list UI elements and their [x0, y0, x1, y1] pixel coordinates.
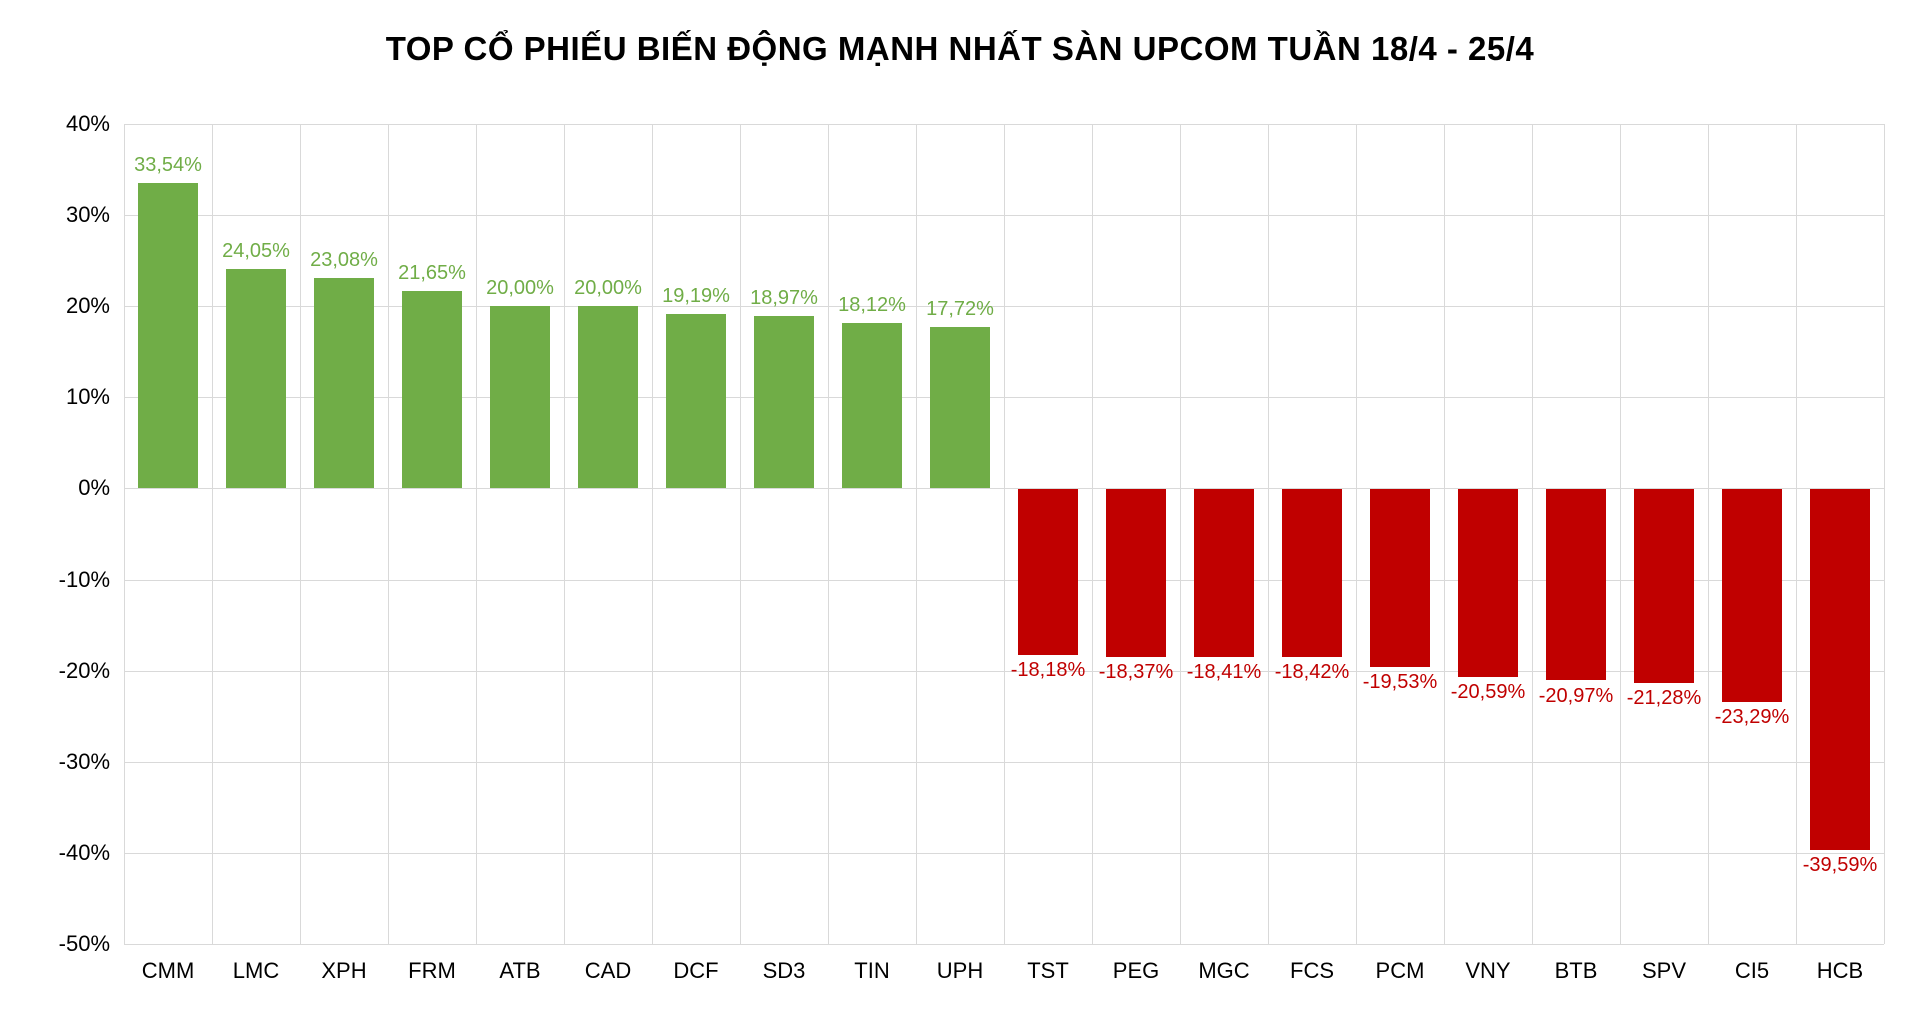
x-axis-category-label: SPV	[1641, 958, 1687, 983]
gridline-horizontal	[124, 944, 1884, 945]
gridline-vertical	[1884, 124, 1885, 944]
y-axis-tick-label: 20%	[65, 293, 110, 319]
bar-PEG	[1106, 489, 1166, 657]
x-axis-category-label: SD3	[762, 958, 806, 983]
y-axis-tick-label: -30%	[58, 748, 110, 774]
gridline-vertical	[1180, 124, 1181, 944]
gridline-vertical	[740, 124, 741, 944]
bar-value-label: -21,28%	[1626, 687, 1702, 710]
gridline-vertical	[1708, 124, 1709, 944]
bar-ATB	[490, 306, 550, 489]
x-axis-category-label: MGC	[1198, 958, 1250, 983]
bar-value-label: -20,59%	[1450, 681, 1526, 704]
y-axis-tick-label: 10%	[65, 384, 110, 410]
y-axis-tick-label: 0%	[78, 475, 110, 501]
gridline-vertical	[1796, 124, 1797, 944]
gridline-vertical	[124, 124, 125, 944]
gridline-vertical	[1004, 124, 1005, 944]
bar-FCS	[1282, 489, 1342, 658]
x-axis-category-label: XPH	[321, 958, 367, 983]
x-axis-category-label: PEG	[1112, 958, 1160, 983]
bar-value-label: -20,97%	[1538, 684, 1614, 707]
bar-FRM	[402, 291, 462, 489]
gridline-vertical	[828, 124, 829, 944]
bar-value-label: 17,72%	[926, 297, 994, 320]
y-axis-tick-label: -10%	[58, 566, 110, 592]
bar-value-label: 21,65%	[398, 262, 466, 285]
bar-TIN	[842, 323, 902, 489]
gridline-vertical	[300, 124, 301, 944]
bar-value-label: 20,00%	[486, 277, 554, 300]
x-axis-category-label: FRM	[408, 958, 456, 983]
x-axis-category-label: PCM	[1375, 958, 1425, 983]
bar-XPH	[314, 278, 374, 489]
bar-value-label: 24,05%	[222, 240, 290, 263]
x-axis-category-label: FCS	[1290, 958, 1334, 983]
x-axis-category-label: TIN	[854, 958, 890, 983]
y-axis-tick-label: 40%	[65, 111, 110, 136]
bar-CI5	[1722, 489, 1782, 702]
bar-HCB	[1810, 489, 1870, 851]
y-axis-tick-label: -40%	[58, 839, 110, 865]
gridline-vertical	[1532, 124, 1533, 944]
bar-TST	[1018, 489, 1078, 656]
y-axis-tick-label: -20%	[58, 657, 110, 683]
bar-SPV	[1634, 489, 1694, 684]
bar-MGC	[1194, 489, 1254, 658]
y-axis-tick-label: -50%	[58, 931, 110, 956]
bar-value-label: -23,29%	[1714, 705, 1790, 728]
plot-area: 33,54% 24,05% 23,08% 21,65% 20,00% 20,00% 19,1…	[124, 124, 1885, 945]
bar-DCF	[666, 313, 726, 489]
bar-value-label: 18,12%	[838, 294, 906, 317]
gridline-vertical	[388, 124, 389, 944]
x-axis-category-label: ATB	[499, 958, 541, 983]
bar-UPH	[930, 326, 990, 489]
x-axis-category-label: DCF	[673, 958, 719, 983]
bar-LMC	[226, 269, 286, 489]
y-axis-tick-label: 30%	[65, 202, 110, 228]
bar-CMM	[138, 182, 198, 489]
gridline-vertical	[652, 124, 653, 944]
bar-value-label: -19,53%	[1362, 671, 1438, 694]
gridline-vertical	[1620, 124, 1621, 944]
bar-value-label: 18,97%	[750, 286, 818, 309]
bar-value-label: -39,59%	[1802, 854, 1878, 877]
chart-title: TOP CỔ PHIẾU BIẾN ĐỘNG MẠNH NHẤT SÀN UPC…	[385, 30, 1535, 67]
bar-CAD	[578, 306, 638, 489]
x-axis-category-label: TST	[1027, 958, 1069, 983]
gridline-vertical	[1092, 124, 1093, 944]
bar-PCM	[1370, 489, 1430, 668]
x-axis-category-label: LMC	[232, 958, 280, 983]
gridline-vertical	[212, 124, 213, 944]
bar-value-label: -18,41%	[1186, 661, 1262, 684]
bar-value-label: 20,00%	[574, 277, 642, 300]
x-axis-category-label: BTB	[1554, 958, 1598, 983]
bar-SD3	[754, 315, 814, 489]
x-axis-category-label: CI5	[1734, 958, 1770, 983]
bar-value-label: -18,18%	[1010, 659, 1086, 682]
bar-value-label: 19,19%	[662, 284, 730, 307]
x-axis-category-label: CAD	[584, 958, 632, 983]
bar-value-label: 33,54%	[134, 153, 202, 176]
gridline-vertical	[1444, 124, 1445, 944]
x-axis-category-label: VNY	[1465, 958, 1511, 983]
bar-VNY	[1458, 489, 1518, 678]
gridline-vertical	[1268, 124, 1269, 944]
bar-value-label: -18,37%	[1098, 660, 1174, 683]
x-axis-category-label: UPH	[936, 958, 984, 983]
bar-value-label: -18,42%	[1274, 661, 1350, 684]
bar-value-label: 23,08%	[310, 249, 378, 272]
x-axis-category-label: CMM	[141, 958, 195, 983]
gridline-vertical	[1356, 124, 1357, 944]
bar-BTB	[1546, 489, 1606, 681]
gridline-vertical	[476, 124, 477, 944]
gridline-vertical	[564, 124, 565, 944]
gridline-vertical	[916, 124, 917, 944]
x-axis-category-label: HCB	[1816, 958, 1864, 983]
